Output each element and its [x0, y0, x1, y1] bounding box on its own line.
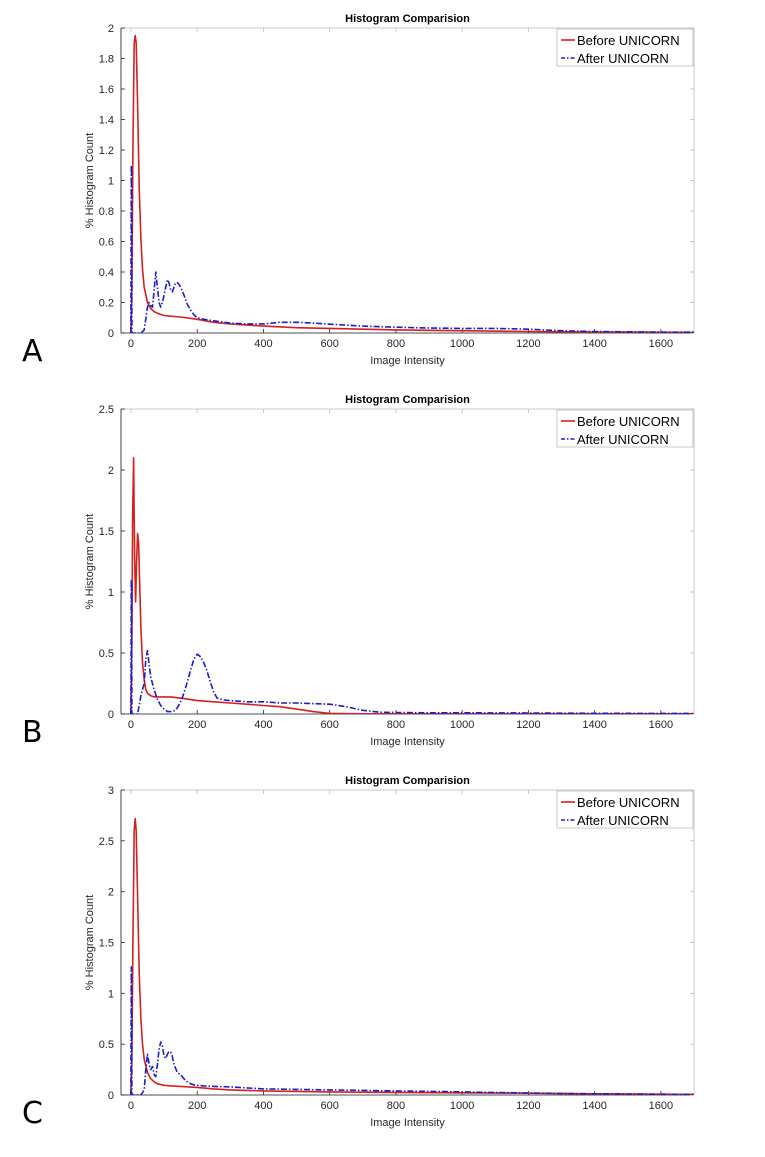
legend-label-before: Before UNICORN: [577, 795, 680, 810]
legend-box: [556, 409, 694, 448]
y-axis-label: % Histogram Count: [84, 133, 96, 228]
y-tick-label: 2: [108, 465, 114, 477]
y-tick-label: 0: [108, 328, 114, 340]
chart-panel-c: 0 200 400 600 800 1000 1200 1400 1600 0 0.5 1 1.5 2 2.…: [0, 762, 765, 1143]
x-tick-label: 200: [188, 719, 206, 731]
y-tick-label: 2.5: [99, 404, 114, 416]
x-tick-label: 1400: [582, 338, 606, 350]
x-tick-label: 600: [320, 338, 338, 350]
plot-area: [120, 408, 695, 715]
y-tick-label: 0.8: [99, 206, 114, 218]
y-tick-label: 1: [108, 988, 114, 1000]
y-tick-label: 1.8: [99, 54, 114, 66]
x-tick-label: 0: [128, 338, 134, 350]
legend-label-after: After UNICORN: [577, 432, 669, 447]
x-tick-label: 1200: [516, 338, 540, 350]
y-tick-label: 2: [108, 23, 114, 35]
legend: Before UNICORN After UNICORN: [556, 409, 694, 448]
legend-label-before: Before UNICORN: [577, 414, 680, 429]
x-tick-label: 1000: [450, 719, 474, 731]
series-line-after-unicorn: [130, 966, 694, 1095]
x-tick-label: 1200: [516, 719, 540, 731]
y-tick-label: 1: [108, 176, 114, 188]
y-tick-label: 1.2: [99, 145, 114, 157]
y-tick-label: 2.5: [99, 836, 114, 848]
series-line-before-unicorn: [130, 817, 694, 1095]
y-tick-label: 1.4: [99, 115, 114, 127]
chart-panel-b: 0 200 400 600 800 1000 1200 1400 1600 0 0.5 1 1.5 2 2.…: [0, 381, 765, 762]
legend-label-after: After UNICORN: [577, 51, 669, 66]
x-tick-label: 600: [320, 1100, 338, 1112]
series-line-before-unicorn: [130, 34, 694, 333]
chart-panel-a: 0 200 400 600 800 1000 1200 1400 1600 0 0.2 0.4 0.6 0…: [0, 0, 765, 381]
x-tick-label: 1200: [516, 1100, 540, 1112]
x-tick-label: 600: [320, 719, 338, 731]
y-tick-label: 0.6: [99, 237, 114, 249]
x-axis-label: Image Intensity: [370, 736, 445, 748]
legend-box: [556, 790, 694, 829]
chart-title: Histogram Comparision: [345, 394, 470, 406]
x-tick-label: 400: [254, 1100, 272, 1112]
y-tick-label: 3: [108, 785, 114, 797]
panel-label-a: A: [22, 334, 43, 369]
y-tick-label: 2: [108, 887, 114, 899]
y-tick-label: 1.6: [99, 84, 114, 96]
y-tick-label: 1.5: [99, 938, 114, 950]
chart-title: Histogram Comparision: [345, 13, 470, 25]
x-tick-label: 800: [387, 719, 405, 731]
x-tick-label: 200: [188, 1100, 206, 1112]
x-tick-label: 1000: [450, 338, 474, 350]
y-axis-label: % Histogram Count: [84, 895, 96, 990]
x-tick-label: 1000: [450, 1100, 474, 1112]
x-tick-label: 1400: [582, 1100, 606, 1112]
x-tick-label: 1600: [649, 1100, 673, 1112]
y-tick-label: 1.5: [99, 526, 114, 538]
chart-c-svg: 0 200 400 600 800 1000 1200 1400 1600 0 0.5 1 1.5 2 2.…: [84, 775, 695, 1129]
y-tick-label: 0.4: [99, 267, 114, 279]
y-axis-label: % Histogram Count: [84, 514, 96, 609]
chart-a-svg: 0 200 400 600 800 1000 1200 1400 1600 0 0.2 0.4 0.6 0…: [84, 13, 695, 367]
x-tick-label: 1600: [649, 719, 673, 731]
x-tick-label: 400: [254, 338, 272, 350]
x-tick-label: 800: [387, 1100, 405, 1112]
panel-label-c: C: [22, 1096, 43, 1131]
y-tick-label: 0: [108, 709, 114, 721]
legend-box: [556, 28, 694, 67]
y-tick-label: 0: [108, 1090, 114, 1102]
x-tick-label: 800: [387, 338, 405, 350]
x-tick-label: 1400: [582, 719, 606, 731]
x-axis-label: Image Intensity: [370, 355, 445, 367]
panel-label-b: B: [22, 715, 43, 750]
series-line-after-unicorn: [130, 579, 694, 714]
chart-b-svg: 0 200 400 600 800 1000 1200 1400 1600 0 0.5 1 1.5 2 2.…: [84, 394, 695, 748]
y-tick-label: 0.5: [99, 648, 114, 660]
series-line-before-unicorn: [130, 457, 694, 714]
plot-area: [120, 789, 695, 1096]
x-tick-label: 400: [254, 719, 272, 731]
x-tick-label: 0: [128, 1100, 134, 1112]
plot-area: [120, 27, 695, 334]
y-tick-label: 0.2: [99, 298, 114, 310]
legend-label-after: After UNICORN: [577, 813, 669, 828]
x-tick-label: 1600: [649, 338, 673, 350]
legend-label-before: Before UNICORN: [577, 33, 680, 48]
x-tick-label: 200: [188, 338, 206, 350]
legend: Before UNICORN After UNICORN: [556, 790, 694, 829]
legend: Before UNICORN After UNICORN: [556, 28, 694, 67]
x-tick-label: 0: [128, 719, 134, 731]
y-tick-label: 1: [108, 587, 114, 599]
y-tick-label: 0.5: [99, 1039, 114, 1051]
chart-title: Histogram Comparision: [345, 775, 470, 787]
x-axis-label: Image Intensity: [370, 1117, 445, 1129]
series-line-after-unicorn: [130, 164, 694, 333]
